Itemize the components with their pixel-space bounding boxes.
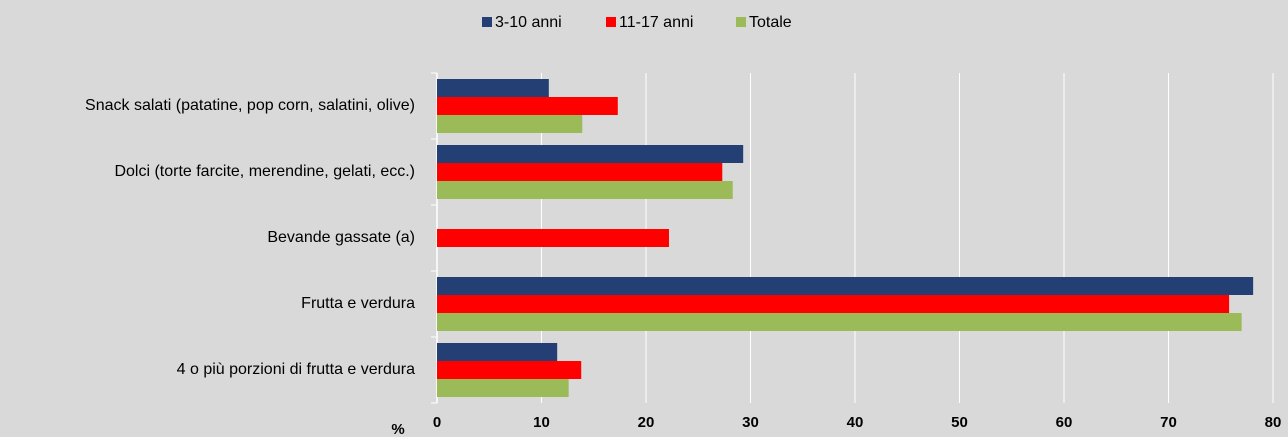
bar: [437, 79, 549, 97]
x-tick-label: 80: [1265, 414, 1282, 431]
bar: [437, 277, 1254, 295]
bar: [437, 313, 1242, 331]
legend-label: 11-17 anni: [619, 14, 693, 31]
x-tick-label: 40: [847, 414, 864, 431]
x-tick-label: 10: [533, 414, 550, 431]
x-tick-label: 30: [742, 414, 759, 431]
bar: [437, 163, 723, 181]
bar: [437, 145, 744, 163]
bar: [437, 379, 569, 397]
legend-label: 3-10 anni: [495, 14, 562, 31]
y-tick-label: Dolci (torte farcite, merendine, gelati,…: [114, 163, 415, 180]
bar: [437, 229, 669, 247]
bar: [437, 115, 583, 133]
bar: [437, 181, 733, 199]
y-tick-label: Snack salati (patatine, pop corn, salati…: [85, 97, 415, 114]
bar: [437, 97, 618, 115]
y-tick-label: Frutta e verdura: [301, 295, 415, 312]
x-tick-label: 70: [1160, 414, 1177, 431]
x-tick-label: 60: [1056, 414, 1073, 431]
x-tick-label: 50: [951, 414, 968, 431]
y-tick-label: Bevande gassate (a): [267, 229, 415, 246]
legend-label: Totale: [749, 14, 792, 31]
legend-swatch: [606, 17, 616, 27]
y-tick-label: 4 o più porzioni di frutta e verdura: [177, 361, 415, 378]
x-tick-label: 20: [638, 414, 655, 431]
bar: [437, 295, 1230, 313]
x-axis-label: %: [391, 421, 404, 437]
legend-swatch: [736, 17, 746, 27]
legend-swatch: [482, 17, 492, 27]
x-tick-label: 0: [433, 414, 441, 431]
bar: [437, 361, 582, 379]
bar: [437, 343, 558, 361]
